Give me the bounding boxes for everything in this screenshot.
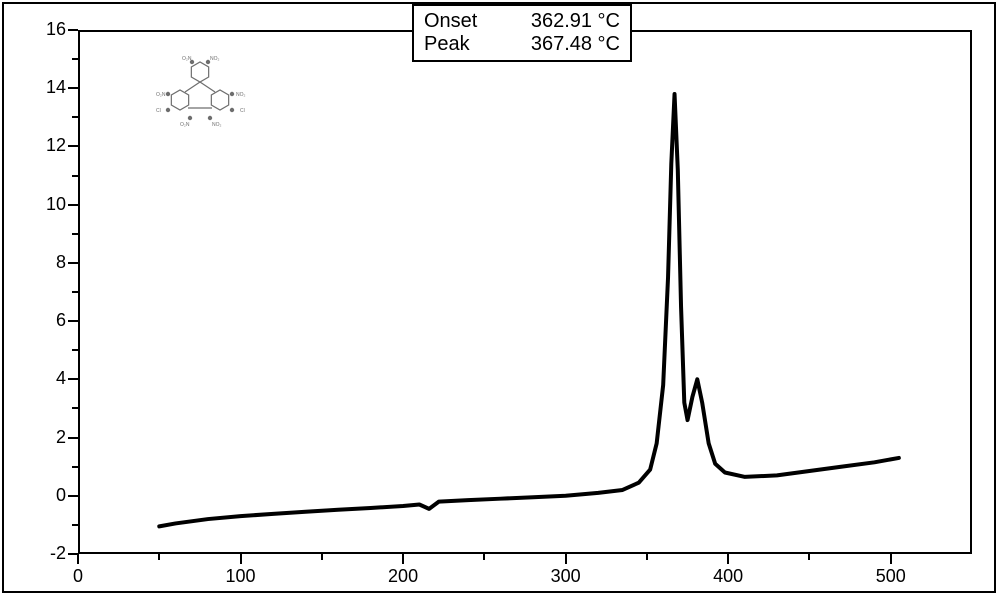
y-minor-tick — [72, 58, 78, 60]
y-tick — [68, 145, 78, 147]
x-minor-tick — [483, 554, 485, 560]
y-minor-tick — [72, 466, 78, 468]
y-minor-tick — [72, 349, 78, 351]
y-tick — [68, 204, 78, 206]
y-tick-label: 0 — [26, 485, 66, 506]
y-tick-label: -2 — [26, 543, 66, 564]
y-tick — [68, 87, 78, 89]
x-tick — [240, 554, 242, 564]
dsc-curve — [0, 0, 1000, 597]
x-tick — [77, 554, 79, 564]
x-minor-tick — [646, 554, 648, 560]
y-minor-tick — [72, 524, 78, 526]
y-tick-label: 16 — [26, 19, 66, 40]
x-minor-tick — [158, 554, 160, 560]
y-tick-label: 2 — [26, 427, 66, 448]
y-tick-label: 4 — [26, 368, 66, 389]
x-tick — [402, 554, 404, 564]
x-tick-label: 300 — [536, 566, 596, 587]
x-minor-tick — [808, 554, 810, 560]
y-tick-label: 8 — [26, 252, 66, 273]
y-tick — [68, 553, 78, 555]
x-tick-label: 200 — [373, 566, 433, 587]
x-tick — [727, 554, 729, 564]
y-tick-label: 14 — [26, 77, 66, 98]
y-tick — [68, 378, 78, 380]
y-tick — [68, 29, 78, 31]
x-tick-label: 400 — [698, 566, 758, 587]
y-tick — [68, 320, 78, 322]
x-tick-label: 0 — [48, 566, 108, 587]
x-tick — [890, 554, 892, 564]
y-tick-label: 6 — [26, 310, 66, 331]
y-tick — [68, 495, 78, 497]
y-minor-tick — [72, 116, 78, 118]
y-minor-tick — [72, 233, 78, 235]
y-tick-label: 12 — [26, 135, 66, 156]
y-minor-tick — [72, 407, 78, 409]
y-tick — [68, 262, 78, 264]
x-tick — [565, 554, 567, 564]
x-tick-label: 500 — [861, 566, 921, 587]
y-tick-label: 10 — [26, 194, 66, 215]
y-tick — [68, 437, 78, 439]
y-minor-tick — [72, 175, 78, 177]
y-minor-tick — [72, 291, 78, 293]
x-tick-label: 100 — [211, 566, 271, 587]
x-minor-tick — [321, 554, 323, 560]
